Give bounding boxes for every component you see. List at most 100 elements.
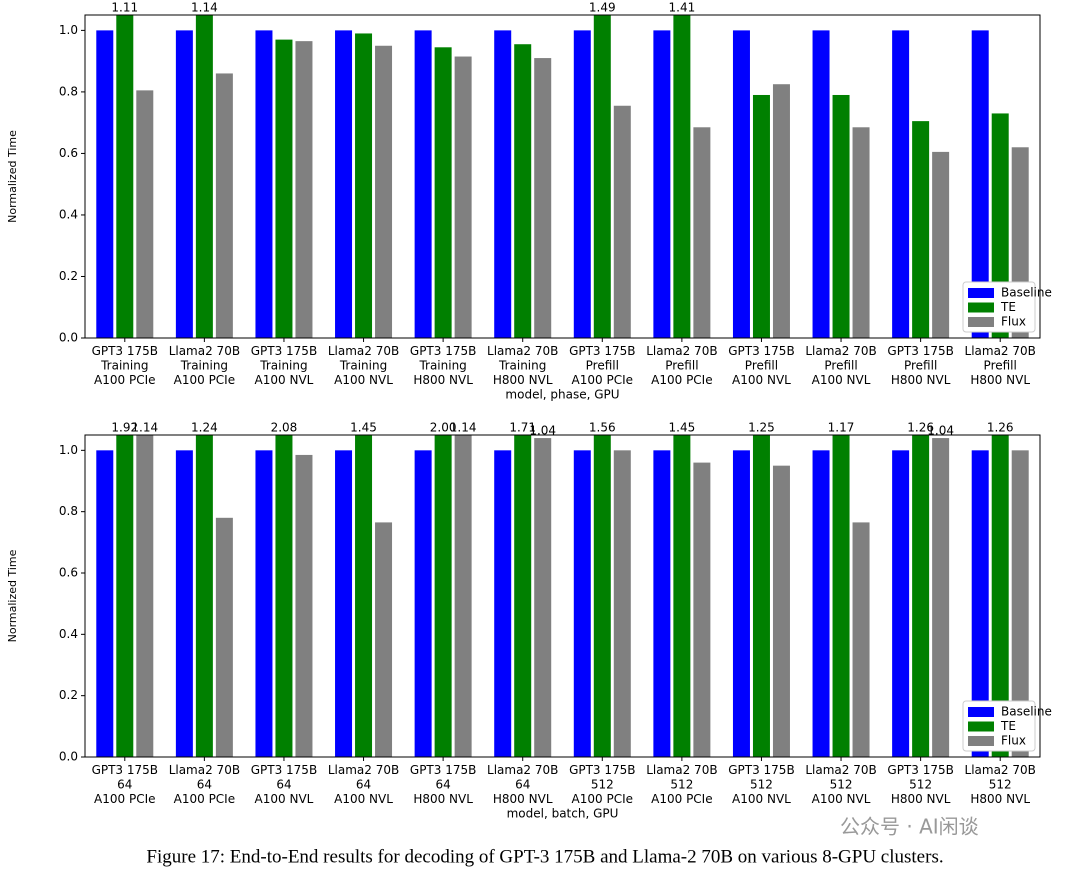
bar xyxy=(215,73,233,338)
value-label: 1.56 xyxy=(589,421,616,435)
x-tick-label: GPT3 175B 512 H800 NVL xyxy=(887,763,953,806)
bar xyxy=(832,94,850,338)
y-axis-label: Normalized Time xyxy=(6,549,19,642)
bar xyxy=(812,30,830,338)
bar xyxy=(653,450,671,757)
plot-area xyxy=(96,435,1029,757)
value-label: 1.14 xyxy=(450,421,477,435)
bar xyxy=(375,522,393,757)
y-tick-label: 1.0 xyxy=(59,443,78,457)
value-label: 2.08 xyxy=(271,421,298,435)
x-tick-label: GPT3 175B Prefill A100 NVL xyxy=(728,344,794,387)
bar xyxy=(971,450,989,757)
bar xyxy=(414,450,432,757)
bar xyxy=(355,435,373,757)
bar xyxy=(175,450,193,757)
legend-label: Baseline xyxy=(1001,705,1052,719)
legend-swatch xyxy=(968,707,994,717)
x-tick-label: GPT3 175B Prefill A100 PCIe xyxy=(569,344,635,387)
bar xyxy=(673,15,691,338)
bar xyxy=(752,435,770,757)
bar xyxy=(295,454,313,757)
x-axis-label: model, batch, GPU xyxy=(507,807,619,821)
legend-label: Flux xyxy=(1001,315,1026,329)
x-tick-label: GPT3 175B 512 A100 PCIe xyxy=(569,763,635,806)
y-tick-label: 0.4 xyxy=(59,207,78,221)
bar xyxy=(494,30,512,338)
bar xyxy=(275,435,293,757)
value-label: 1.14 xyxy=(191,1,218,15)
x-tick-label: Llama2 70B Prefill A100 PCIe xyxy=(646,344,717,387)
y-tick-label: 0.4 xyxy=(59,627,78,641)
legend-label: Flux xyxy=(1001,734,1026,748)
x-tick-label: GPT3 175B 64 H800 NVL xyxy=(410,763,476,806)
bar xyxy=(932,151,950,338)
value-label: 1.26 xyxy=(987,421,1014,435)
bar xyxy=(195,15,213,338)
y-tick-label: 0.8 xyxy=(59,84,78,98)
bar xyxy=(1011,450,1029,757)
bar xyxy=(255,450,273,757)
legend-swatch xyxy=(968,317,994,327)
bar xyxy=(375,45,393,338)
bar xyxy=(772,84,790,338)
value-label: 1.45 xyxy=(350,421,377,435)
bar xyxy=(175,30,193,338)
bar xyxy=(414,30,432,338)
bar xyxy=(653,30,671,338)
value-label: 1.24 xyxy=(191,421,218,435)
legend-label: TE xyxy=(1000,719,1016,733)
legend-label: Baseline xyxy=(1001,286,1052,300)
bar xyxy=(732,30,750,338)
bar xyxy=(593,435,611,757)
x-tick-label: Llama2 70B Training A100 PCIe xyxy=(169,344,240,387)
x-tick-label: Llama2 70B 512 A100 NVL xyxy=(805,763,876,806)
x-tick-label: Llama2 70B Prefill A100 NVL xyxy=(805,344,876,387)
value-label: 1.45 xyxy=(669,421,696,435)
bar xyxy=(136,435,154,757)
y-tick-label: 0.8 xyxy=(59,504,78,518)
value-label: 1.04 xyxy=(927,424,954,438)
value-label: 1.11 xyxy=(111,1,138,15)
value-label: 2.00 xyxy=(430,421,457,435)
y-tick-label: 1.0 xyxy=(59,23,78,37)
bar xyxy=(195,435,213,757)
x-tick-label: Llama2 70B Training H800 NVL xyxy=(487,344,558,387)
bar xyxy=(693,462,711,757)
y-tick-label: 0.0 xyxy=(59,750,78,764)
legend-swatch xyxy=(968,721,994,732)
x-tick-label: Llama2 70B 64 A100 PCIe xyxy=(169,763,240,806)
bar xyxy=(593,15,611,338)
bar xyxy=(912,121,930,338)
bar xyxy=(752,94,770,338)
value-label: 1.49 xyxy=(589,1,616,15)
bar xyxy=(96,30,114,338)
value-label: 1.17 xyxy=(828,421,855,435)
axes-frame xyxy=(84,14,1041,339)
value-label: 1.92 xyxy=(111,421,138,435)
x-tick-label: Llama2 70B 64 H800 NVL xyxy=(487,763,558,806)
x-tick-label: GPT3 175B 64 A100 NVL xyxy=(251,763,317,806)
x-tick-label: GPT3 175B 512 A100 NVL xyxy=(728,763,794,806)
bar xyxy=(832,435,850,757)
bar xyxy=(215,517,233,757)
bar xyxy=(514,44,532,338)
x-tick-label: GPT3 175B 64 A100 PCIe xyxy=(92,763,158,806)
legend-swatch xyxy=(968,736,994,746)
bar xyxy=(573,450,591,757)
bar xyxy=(454,435,472,757)
bar xyxy=(852,127,870,338)
x-tick-label: Llama2 70B 512 H800 NVL xyxy=(965,763,1036,806)
value-label: 1.14 xyxy=(131,421,158,435)
x-tick-label: GPT3 175B Prefill H800 NVL xyxy=(887,344,953,387)
bar xyxy=(355,33,373,338)
bar xyxy=(912,435,930,757)
x-tick-label: Llama2 70B Prefill H800 NVL xyxy=(965,344,1036,387)
bar xyxy=(932,438,950,757)
value-label: 1.25 xyxy=(748,421,775,435)
value-label: 1.26 xyxy=(907,421,934,435)
bar xyxy=(534,58,552,338)
y-tick-label: 0.6 xyxy=(59,566,78,580)
x-tick-label: GPT3 175B Training A100 NVL xyxy=(251,344,317,387)
plot-area xyxy=(96,15,1029,338)
